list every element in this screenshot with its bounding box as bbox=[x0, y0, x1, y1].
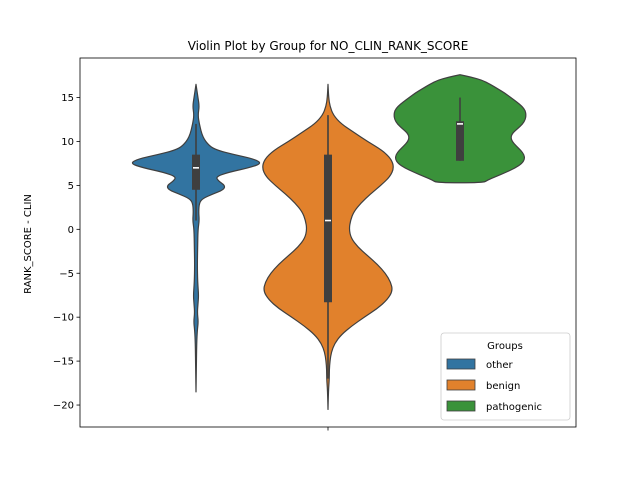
violin-pathogenic bbox=[393, 74, 527, 184]
legend-title: Groups bbox=[487, 341, 523, 352]
legend-label-pathogenic: pathogenic bbox=[486, 402, 542, 413]
y-tick-label: −5 bbox=[59, 269, 74, 280]
y-tick-label: 0 bbox=[68, 225, 74, 236]
y-tick-label: 10 bbox=[61, 137, 74, 148]
legend-box bbox=[440, 332, 571, 421]
legend-label-other: other bbox=[486, 360, 514, 371]
legend-swatch-pathogenic bbox=[446, 400, 476, 412]
y-tick-label: 15 bbox=[61, 93, 74, 104]
violin-iqr-other bbox=[192, 154, 200, 190]
chart-title: Violin Plot by Group for NO_CLIN_RANK_SC… bbox=[188, 39, 469, 53]
violin-iqr-pathogenic bbox=[456, 121, 464, 161]
violin-body-other bbox=[131, 83, 261, 393]
y-tick-label: −10 bbox=[53, 313, 74, 324]
plot-frame bbox=[79, 57, 577, 428]
violin-benign bbox=[262, 83, 394, 411]
legend-label-benign: benign bbox=[486, 381, 520, 392]
legend-swatch-other bbox=[446, 358, 476, 370]
legend-swatch-benign bbox=[446, 379, 476, 391]
violin-other bbox=[131, 83, 261, 393]
y-tick-label: −15 bbox=[53, 357, 74, 368]
legend: Groups other benign pathogenic bbox=[440, 332, 571, 421]
y-axis: 15 10 5 0 −5 −10 −15 −20 bbox=[53, 93, 80, 412]
y-axis-label: RANK_SCORE - CLIN bbox=[23, 194, 34, 294]
y-tick-label: 5 bbox=[68, 181, 74, 192]
y-tick-label: −20 bbox=[53, 401, 74, 412]
violins-layer bbox=[131, 74, 527, 411]
violin-iqr-benign bbox=[324, 154, 332, 303]
